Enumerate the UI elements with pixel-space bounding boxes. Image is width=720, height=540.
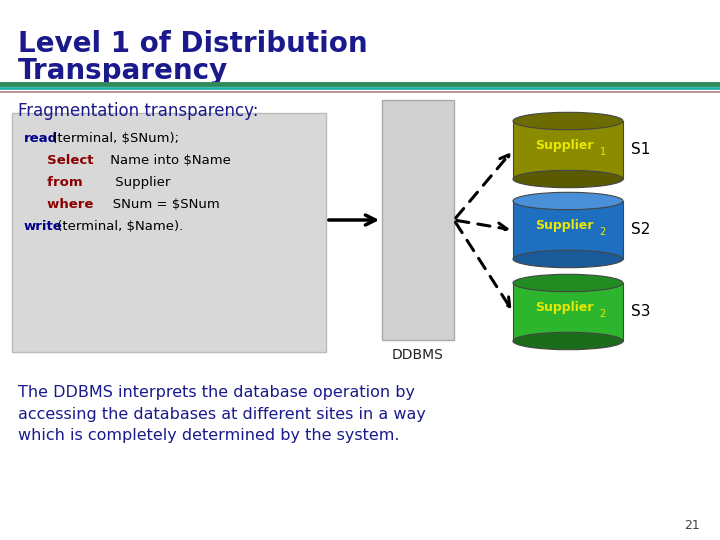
Text: S1: S1 — [631, 143, 650, 158]
Text: S3: S3 — [631, 305, 650, 320]
FancyBboxPatch shape — [12, 113, 326, 352]
Text: Supplier: Supplier — [77, 176, 171, 189]
Ellipse shape — [513, 112, 623, 130]
Text: Supplier: Supplier — [535, 139, 593, 152]
Ellipse shape — [513, 192, 623, 210]
Text: 2: 2 — [600, 309, 606, 319]
Text: (terminal, $Name).: (terminal, $Name). — [53, 220, 184, 233]
Bar — [513, 121, 623, 179]
FancyBboxPatch shape — [382, 100, 454, 340]
Text: read: read — [24, 132, 58, 145]
Text: S2: S2 — [631, 222, 650, 238]
Bar — [513, 283, 623, 341]
Text: write: write — [24, 220, 63, 233]
Text: Supplier: Supplier — [535, 219, 593, 233]
Text: where: where — [24, 198, 94, 211]
Text: from: from — [24, 176, 83, 189]
Text: DDBMS: DDBMS — [392, 348, 444, 362]
Text: 21: 21 — [684, 519, 700, 532]
Text: SNum = $SNum: SNum = $SNum — [83, 198, 220, 211]
Text: Select: Select — [24, 154, 94, 167]
Ellipse shape — [513, 251, 623, 268]
Text: Transparency: Transparency — [18, 57, 228, 85]
Text: 1: 1 — [600, 147, 606, 157]
Text: (terminal, $SNum);: (terminal, $SNum); — [48, 132, 179, 145]
Text: Supplier: Supplier — [535, 301, 593, 314]
Ellipse shape — [513, 170, 623, 188]
Text: The DDBMS interprets the database operation by
accessing the databases at differ: The DDBMS interprets the database operat… — [18, 385, 426, 443]
Text: Name into $Name: Name into $Name — [89, 154, 230, 167]
Text: 2: 2 — [600, 227, 606, 237]
Text: Fragmentation transparency:: Fragmentation transparency: — [18, 102, 258, 120]
Text: Level 1 of Distribution: Level 1 of Distribution — [18, 30, 368, 58]
Ellipse shape — [513, 274, 623, 292]
Bar — [513, 201, 623, 259]
Ellipse shape — [513, 332, 623, 350]
